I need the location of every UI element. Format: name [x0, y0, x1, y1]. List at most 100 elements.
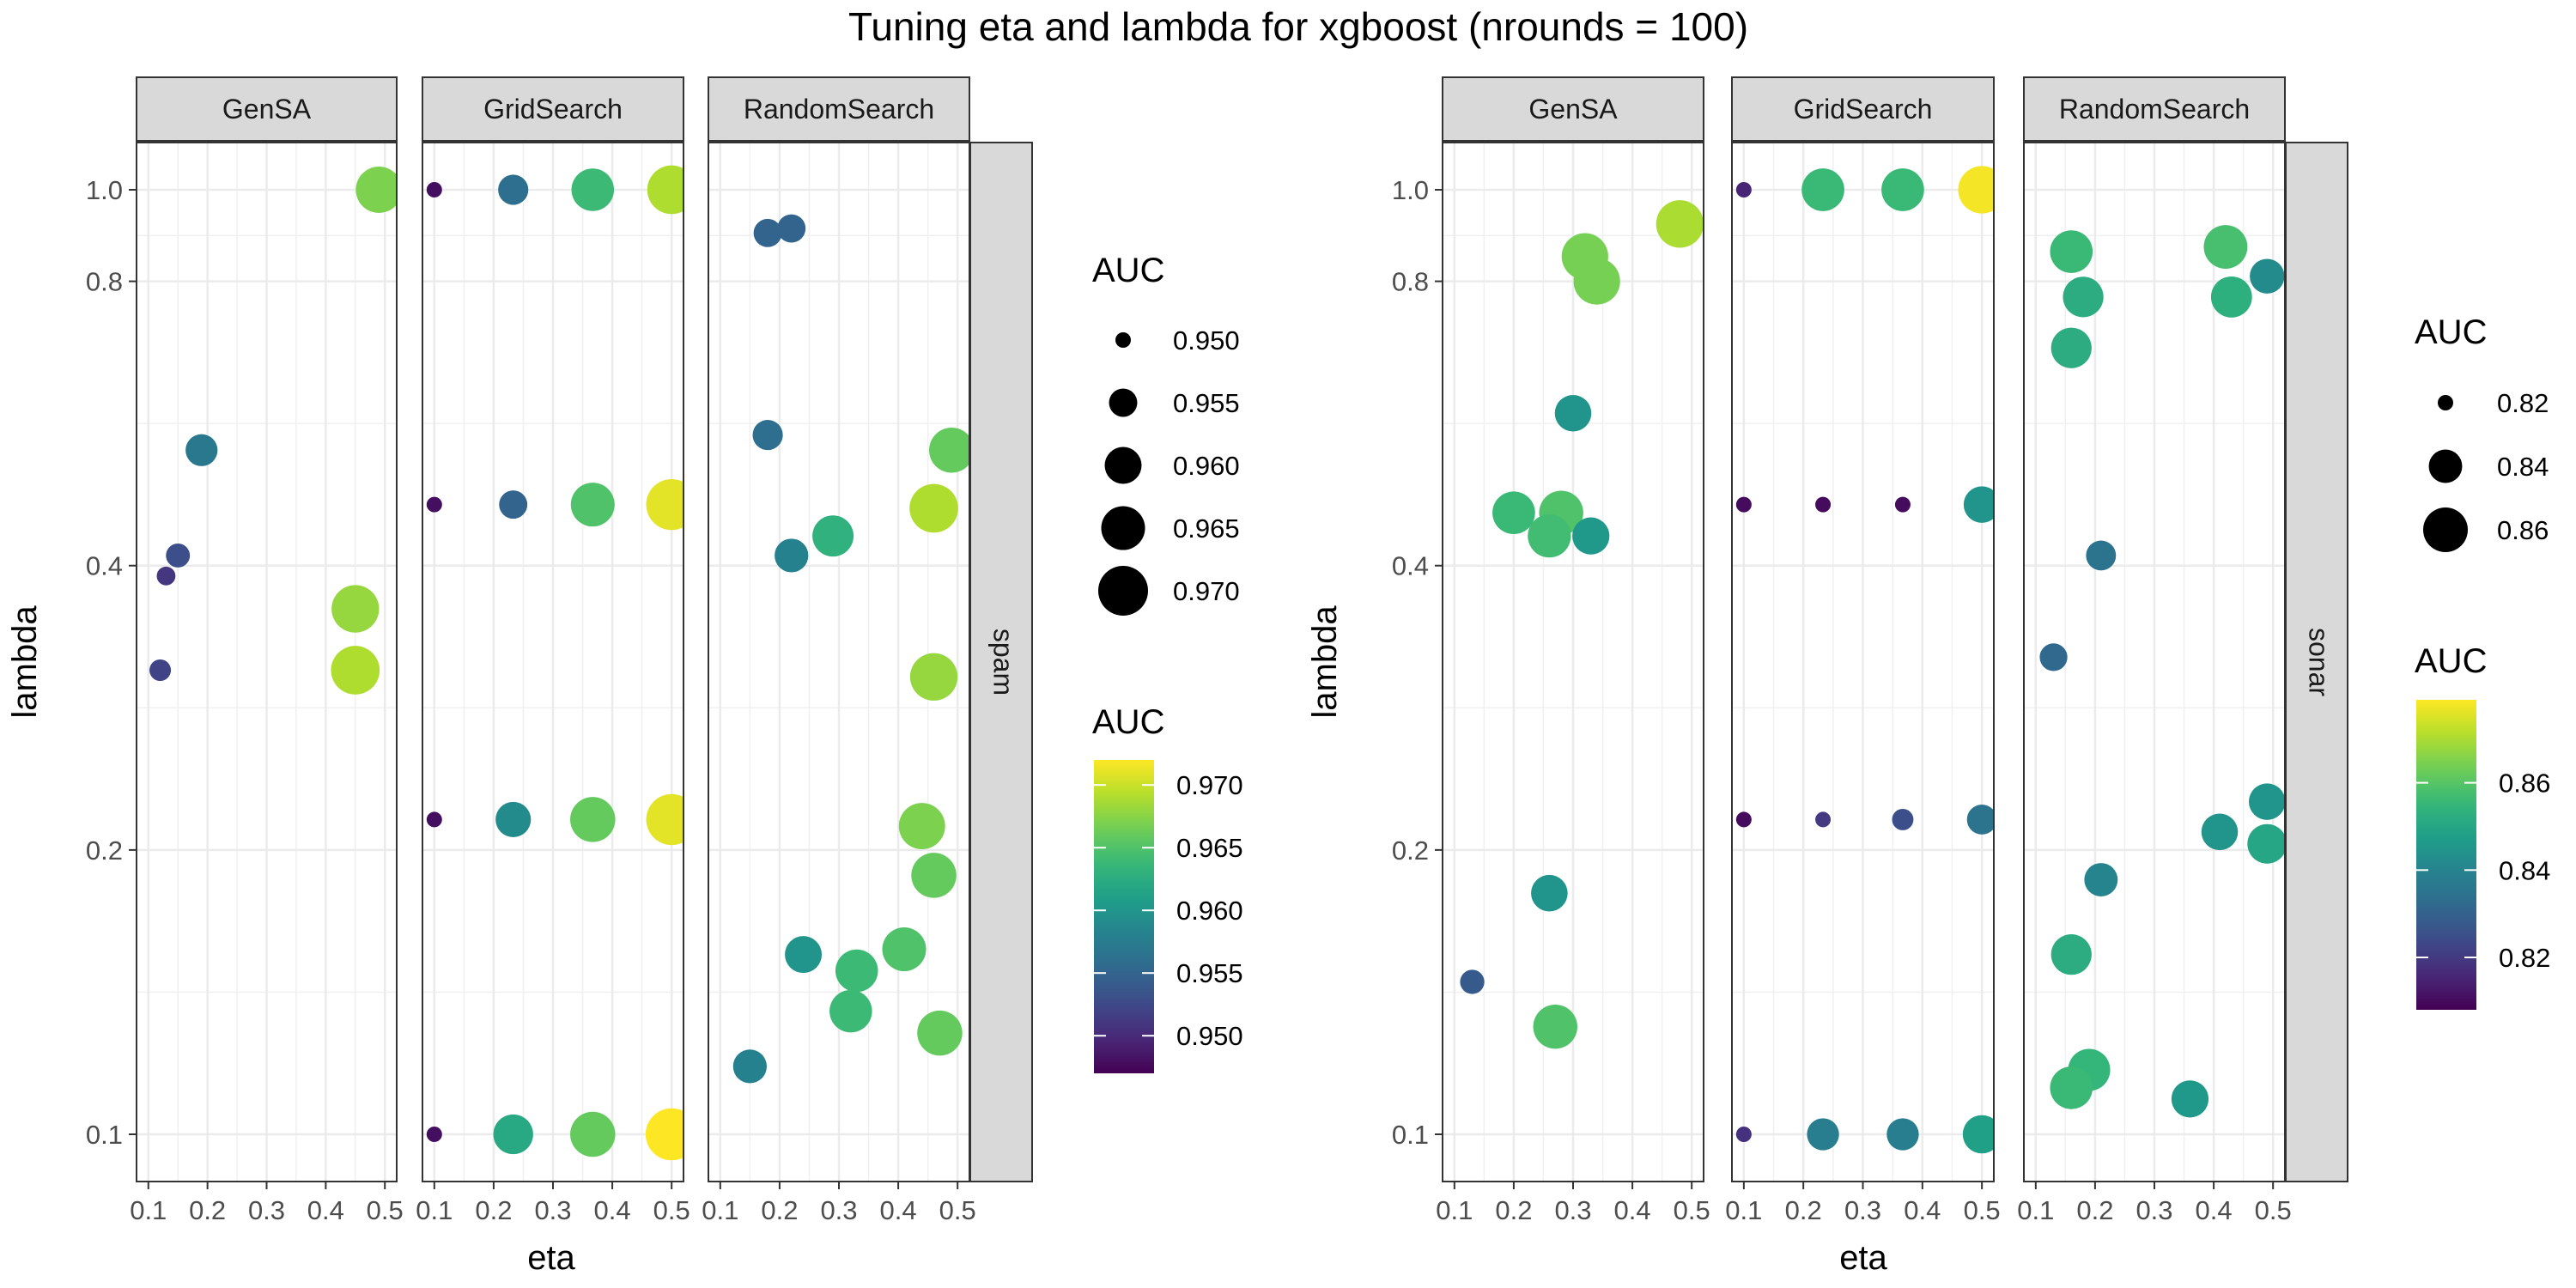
- facet-strip-right-label: spam: [988, 629, 1019, 696]
- data-point: [1573, 258, 1620, 305]
- data-point: [1801, 168, 1844, 211]
- color-legend-label: 0.965: [1176, 833, 1243, 863]
- data-points: [2039, 225, 2285, 1118]
- data-point: [909, 483, 958, 533]
- data-point: [1962, 1115, 1994, 1154]
- x-tick-label: 0.5: [1964, 1195, 2001, 1225]
- x-tick-label: 0.1: [1725, 1195, 1762, 1225]
- x-tick-label: 0.3: [2136, 1195, 2172, 1225]
- data-point: [2203, 225, 2248, 269]
- data-point: [1892, 808, 1914, 830]
- size-legend-label: 0.965: [1173, 513, 1240, 544]
- facet-strip: [2023, 76, 2286, 142]
- size-legend: AUC 0.950 0.955 0.960 0.965 0.970: [1092, 252, 1240, 616]
- facet-strip-right: [2285, 142, 2348, 1182]
- y-tick-label: 0.4: [1392, 551, 1429, 581]
- x-tick-label: 0.3: [248, 1195, 285, 1225]
- y-tick-label: 0.2: [1392, 835, 1429, 866]
- data-point: [2084, 863, 2118, 896]
- data-point: [835, 949, 878, 993]
- data-point: [1815, 811, 1832, 828]
- panel-gridsearch: GridSearch 0.1 0.2 0.3 0.4 0.5: [1725, 76, 2001, 1225]
- facet-strip-label: GenSA: [222, 94, 312, 125]
- x-tick-label: 0.2: [189, 1195, 226, 1225]
- x-tick-label: 0.5: [1674, 1195, 1710, 1225]
- color-legend-label: 0.960: [1176, 896, 1243, 926]
- y-axis-title: lambda: [6, 605, 44, 719]
- x-tick-label: 0.5: [939, 1195, 976, 1225]
- data-point: [777, 214, 806, 243]
- facet-strip-label: GridSearch: [1794, 94, 1933, 125]
- data-point: [2171, 1080, 2209, 1118]
- color-legend-label: 0.950: [1176, 1021, 1243, 1051]
- data-point: [493, 1114, 533, 1155]
- color-legend-label: 0.82: [2499, 943, 2550, 973]
- color-legend-label: 0.84: [2499, 855, 2550, 885]
- facet-strip-label: GenSA: [1528, 94, 1618, 125]
- data-point: [909, 653, 958, 701]
- data-point: [1881, 168, 1924, 211]
- y-tick-label: 1.0: [86, 175, 123, 205]
- data-points: [1460, 200, 1704, 1049]
- data-point: [732, 1049, 767, 1084]
- data-point: [2250, 258, 2285, 294]
- y-axis: 0.1 0.2 0.4 0.8 1.0: [86, 175, 137, 1150]
- size-legend-key: [2438, 395, 2453, 410]
- data-point: [1528, 514, 1571, 558]
- facet-strip: [1442, 76, 1704, 142]
- data-point: [2050, 327, 2092, 368]
- size-legend-key: [1109, 388, 1138, 417]
- data-point: [2248, 783, 2285, 820]
- chart-title: Tuning eta and lambda for xgboost (nroun…: [848, 4, 1748, 49]
- x-tick-label: 0.2: [2076, 1195, 2113, 1225]
- gridlines: [1443, 143, 1704, 1182]
- data-point: [1492, 491, 1535, 535]
- facet-strip-label: RandomSearch: [2059, 94, 2250, 125]
- x-tick-label: 0.1: [702, 1195, 738, 1225]
- x-tick-label: 0.1: [416, 1195, 453, 1225]
- x-tick-label: 0.1: [2017, 1195, 2054, 1225]
- size-legend-key: [2428, 449, 2463, 483]
- data-point: [1958, 166, 1994, 214]
- data-point: [911, 853, 957, 898]
- data-point: [775, 538, 809, 573]
- data-point: [2050, 1066, 2093, 1109]
- facet-strip-label: RandomSearch: [744, 94, 934, 125]
- color-bar: [2416, 700, 2476, 1010]
- data-point: [929, 428, 969, 473]
- gridlines: [1732, 143, 1994, 1182]
- y-tick-label: 0.8: [1392, 267, 1429, 297]
- data-point: [2050, 230, 2093, 273]
- color-legend-label: 0.86: [2499, 769, 2550, 799]
- x-tick-label: 0.3: [1554, 1195, 1591, 1225]
- x-tick-label: 0.4: [307, 1195, 344, 1225]
- data-point: [166, 543, 191, 568]
- data-point: [1656, 200, 1704, 248]
- data-point: [2210, 276, 2252, 318]
- facet-strip: [708, 76, 970, 142]
- data-point: [2050, 934, 2092, 975]
- size-legend-label: 0.84: [2497, 452, 2549, 482]
- color-legend-title: AUC: [2415, 642, 2487, 680]
- size-legend-label: 0.950: [1173, 325, 1240, 355]
- data-point: [1886, 1118, 1919, 1151]
- data-point: [1735, 496, 1752, 513]
- size-legend-label: 0.955: [1173, 388, 1240, 418]
- size-legend-label: 0.960: [1173, 451, 1240, 481]
- data-point: [917, 1010, 963, 1056]
- data-point: [570, 797, 616, 842]
- data-points: [149, 167, 397, 695]
- data-point: [1533, 1004, 1577, 1049]
- size-legend-title: AUC: [1092, 252, 1164, 289]
- data-point: [898, 803, 945, 849]
- data-point: [882, 927, 927, 972]
- data-point: [1963, 486, 1994, 523]
- data-point: [495, 801, 532, 837]
- data-point: [570, 483, 615, 527]
- data-point: [1807, 1118, 1839, 1151]
- data-point: [355, 167, 397, 213]
- facet-strip: [136, 76, 398, 142]
- data-point: [812, 515, 854, 557]
- data-point: [645, 1108, 683, 1161]
- facet-strip-right-label: sonar: [2304, 628, 2335, 696]
